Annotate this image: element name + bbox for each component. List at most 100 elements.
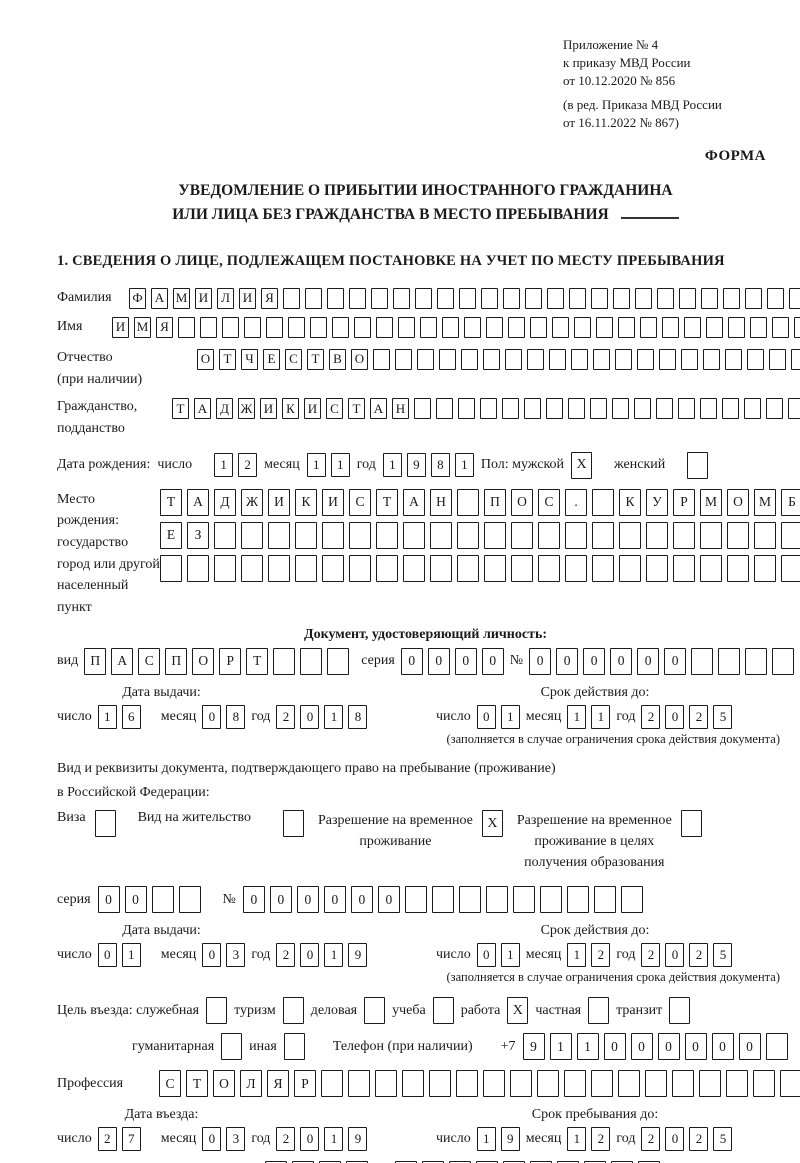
char-cell[interactable]	[268, 554, 290, 582]
char-cell[interactable]: 0	[202, 704, 222, 729]
char-cell[interactable]: 0	[124, 886, 147, 914]
purpose-business-checkbox[interactable]	[364, 997, 386, 1025]
char-cell[interactable]: И	[268, 488, 290, 516]
char-cell[interactable]	[178, 886, 201, 914]
char-cell[interactable]	[431, 886, 454, 914]
char-cell[interactable]	[511, 521, 533, 549]
char-cell[interactable]	[524, 398, 541, 420]
char-cell[interactable]	[657, 287, 674, 309]
char-cell[interactable]	[722, 398, 739, 420]
char-cell[interactable]	[457, 554, 479, 582]
char-cell[interactable]: 0	[637, 647, 660, 675]
char-cell[interactable]: 7	[121, 1127, 141, 1152]
char-cell[interactable]	[332, 316, 349, 338]
char-cell[interactable]: 0	[421, 1161, 444, 1163]
char-cell[interactable]: С	[285, 348, 302, 370]
char-cell[interactable]	[565, 521, 587, 549]
char-cell[interactable]	[484, 521, 506, 549]
char-cell[interactable]	[725, 348, 742, 370]
char-cell[interactable]	[322, 521, 344, 549]
char-cell[interactable]	[566, 886, 589, 914]
char-cell[interactable]	[310, 316, 327, 338]
char-cell[interactable]	[266, 316, 283, 338]
char-cell[interactable]: 1	[454, 453, 474, 478]
char-cell[interactable]: 3	[226, 1127, 246, 1152]
char-cell[interactable]: А	[403, 488, 425, 516]
char-cell[interactable]	[282, 997, 304, 1025]
char-cell[interactable]: X	[571, 451, 593, 479]
char-cell[interactable]	[214, 554, 236, 582]
purpose-official-checkbox[interactable]	[206, 997, 228, 1025]
char-cell[interactable]: 0	[502, 1161, 525, 1163]
char-cell[interactable]: П	[484, 488, 506, 516]
char-cell[interactable]	[430, 521, 452, 549]
char-cell[interactable]	[679, 287, 696, 309]
char-cell[interactable]	[772, 316, 789, 338]
char-cell[interactable]: 0	[610, 647, 633, 675]
char-cell[interactable]	[486, 316, 503, 338]
char-cell[interactable]: П	[84, 647, 107, 675]
char-cell[interactable]	[619, 554, 641, 582]
char-cell[interactable]	[656, 398, 673, 420]
char-cell[interactable]	[565, 554, 587, 582]
char-cell[interactable]	[404, 886, 427, 914]
char-cell[interactable]	[321, 1070, 343, 1098]
char-cell[interactable]	[505, 348, 522, 370]
char-cell[interactable]	[417, 348, 434, 370]
char-cell[interactable]: Т	[376, 488, 398, 516]
char-cell[interactable]	[766, 398, 783, 420]
char-cell[interactable]: 0	[242, 886, 265, 914]
char-cell[interactable]: П	[165, 647, 188, 675]
char-cell[interactable]	[673, 521, 695, 549]
char-cell[interactable]: Т	[307, 348, 324, 370]
char-cell[interactable]: 0	[377, 886, 400, 914]
char-cell[interactable]: 0	[475, 1161, 498, 1163]
char-cell[interactable]: О	[213, 1070, 235, 1098]
char-cell[interactable]: 0	[481, 647, 504, 675]
char-cell[interactable]	[634, 398, 651, 420]
char-cell[interactable]: 1	[121, 943, 141, 968]
char-cell[interactable]	[429, 1070, 451, 1098]
char-cell[interactable]	[221, 1033, 243, 1061]
char-cell[interactable]	[376, 521, 398, 549]
char-cell[interactable]: Д	[214, 488, 236, 516]
char-cell[interactable]: 5	[713, 704, 733, 729]
char-cell[interactable]: С	[159, 1070, 181, 1098]
char-cell[interactable]: А	[370, 398, 387, 420]
char-cell[interactable]	[673, 554, 695, 582]
char-cell[interactable]	[436, 398, 453, 420]
purpose-transit-checkbox[interactable]	[669, 997, 691, 1025]
char-cell[interactable]	[662, 316, 679, 338]
char-cell[interactable]: 0	[665, 1127, 685, 1152]
char-cell[interactable]	[592, 554, 614, 582]
char-cell[interactable]: 0	[448, 1161, 471, 1163]
char-cell[interactable]	[480, 398, 497, 420]
char-cell[interactable]	[700, 521, 722, 549]
char-cell[interactable]: 0	[664, 647, 687, 675]
char-cell[interactable]: 2	[689, 704, 709, 729]
char-cell[interactable]: 1	[476, 1127, 496, 1152]
gender-male-checkbox[interactable]: X	[571, 451, 593, 479]
birthplace-row3-input[interactable]	[160, 554, 800, 582]
char-cell[interactable]	[414, 398, 431, 420]
char-cell[interactable]: 0	[345, 1161, 368, 1163]
char-cell[interactable]: 0	[291, 1161, 314, 1163]
char-cell[interactable]	[458, 886, 481, 914]
char-cell[interactable]: 0	[300, 704, 320, 729]
char-cell[interactable]: Я	[261, 287, 278, 309]
char-cell[interactable]: Т	[186, 1070, 208, 1098]
char-cell[interactable]: 1	[576, 1033, 599, 1061]
char-cell[interactable]	[349, 521, 371, 549]
char-cell[interactable]	[727, 521, 749, 549]
residence-permit-checkbox[interactable]	[282, 810, 304, 838]
